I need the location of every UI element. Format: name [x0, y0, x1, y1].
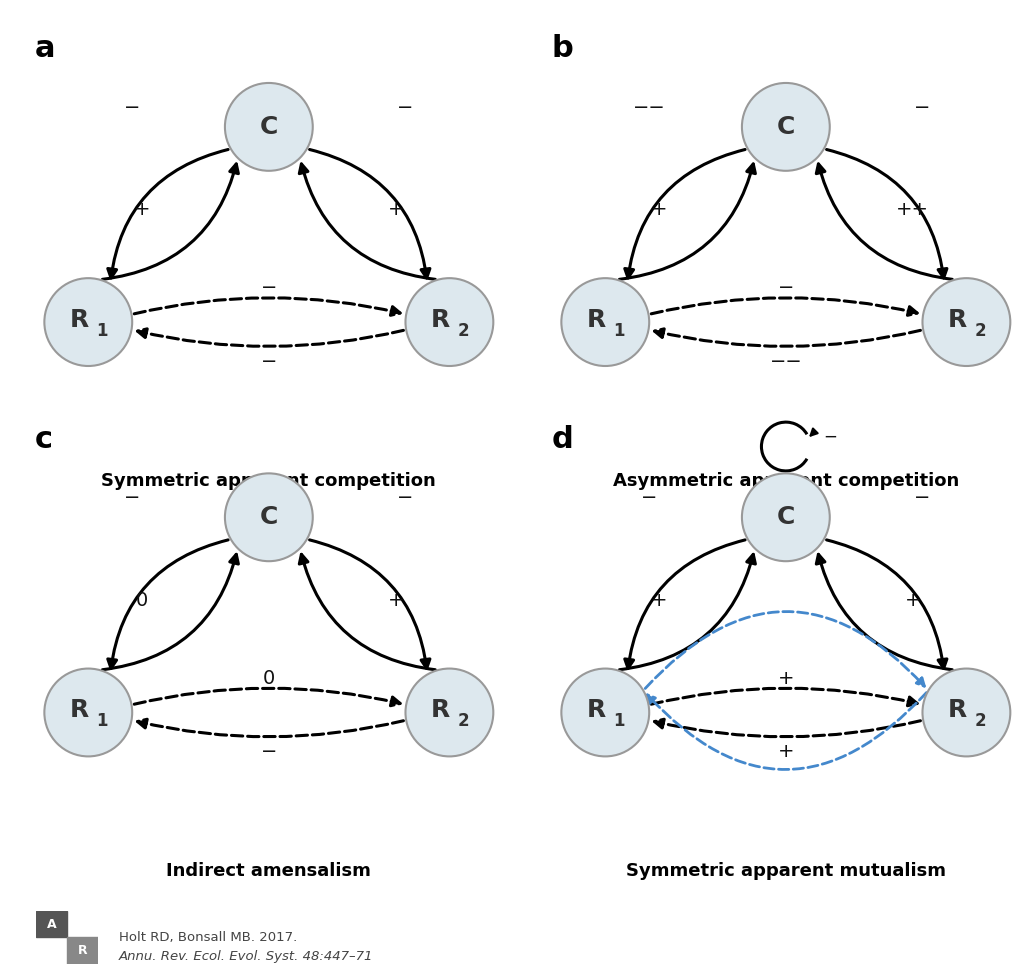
FancyArrowPatch shape [309, 149, 430, 278]
FancyArrowPatch shape [625, 149, 746, 278]
Circle shape [225, 473, 312, 561]
Circle shape [44, 669, 132, 756]
FancyArrowPatch shape [826, 540, 947, 669]
Text: R: R [587, 698, 606, 722]
Text: 2: 2 [457, 712, 468, 730]
Text: 2: 2 [457, 322, 468, 340]
FancyArrowPatch shape [826, 149, 947, 278]
Text: −−: −− [633, 98, 666, 117]
FancyArrowPatch shape [619, 554, 756, 670]
FancyArrowPatch shape [309, 540, 430, 669]
Text: R: R [431, 698, 450, 722]
Text: R: R [587, 307, 606, 332]
Text: −: − [778, 278, 794, 298]
Text: R: R [70, 307, 89, 332]
Text: −: − [124, 488, 141, 508]
FancyArrowPatch shape [651, 688, 917, 706]
Text: +: + [650, 200, 667, 220]
Text: 1: 1 [613, 322, 625, 340]
Text: −: − [397, 98, 414, 117]
Text: c: c [34, 425, 53, 454]
Text: C: C [777, 115, 795, 139]
Text: R: R [948, 307, 967, 332]
Text: 2: 2 [974, 322, 985, 340]
Bar [36, 911, 67, 937]
FancyArrowPatch shape [645, 612, 924, 688]
Text: −: − [261, 351, 277, 371]
Circle shape [561, 669, 649, 756]
Text: a: a [34, 34, 55, 63]
FancyArrowPatch shape [134, 688, 400, 706]
Circle shape [44, 278, 132, 366]
FancyArrowPatch shape [138, 719, 403, 737]
FancyArrowPatch shape [647, 693, 926, 769]
Text: Annu. Rev. Ecol. Evol. Syst. 48:447–71: Annu. Rev. Ecol. Evol. Syst. 48:447–71 [119, 951, 373, 963]
Text: 0: 0 [135, 590, 148, 610]
FancyArrowPatch shape [655, 719, 920, 737]
Text: −: − [823, 427, 837, 446]
FancyArrowPatch shape [108, 540, 229, 669]
Circle shape [405, 278, 493, 366]
Text: R: R [948, 698, 967, 722]
FancyArrowPatch shape [816, 554, 952, 670]
Text: Asymmetric apparent competition: Asymmetric apparent competition [613, 471, 959, 490]
FancyArrowPatch shape [651, 298, 917, 315]
Text: −: − [914, 98, 931, 117]
Text: +: + [778, 742, 794, 761]
FancyArrowPatch shape [625, 540, 746, 669]
FancyArrowPatch shape [619, 164, 756, 279]
Text: d: d [551, 425, 573, 454]
Text: +: + [778, 669, 794, 688]
Text: −: − [124, 98, 141, 117]
FancyArrowPatch shape [102, 554, 239, 670]
Text: −: − [641, 488, 658, 508]
Text: R: R [431, 307, 450, 332]
Circle shape [922, 278, 1010, 366]
FancyArrowPatch shape [299, 554, 435, 670]
Text: 0: 0 [263, 669, 275, 688]
Text: 1: 1 [613, 712, 625, 730]
Text: R: R [70, 698, 89, 722]
Text: C: C [260, 506, 278, 529]
Circle shape [225, 83, 312, 171]
FancyArrowPatch shape [816, 164, 952, 279]
Text: 1: 1 [96, 712, 108, 730]
Text: ++: ++ [896, 200, 930, 220]
FancyArrowPatch shape [138, 329, 403, 346]
Text: +: + [388, 200, 404, 220]
Text: 2: 2 [974, 712, 985, 730]
Circle shape [561, 278, 649, 366]
Text: −: − [914, 488, 931, 508]
Text: C: C [260, 115, 278, 139]
Bar [67, 937, 98, 964]
Text: Holt RD, Bonsall MB. 2017.: Holt RD, Bonsall MB. 2017. [119, 931, 297, 944]
Circle shape [405, 669, 493, 756]
Text: A: A [47, 917, 57, 930]
Text: +: + [388, 590, 404, 610]
FancyArrowPatch shape [655, 329, 920, 346]
Text: +: + [905, 590, 921, 610]
FancyArrowPatch shape [299, 164, 435, 279]
Text: −−: −− [769, 351, 802, 371]
FancyArrowPatch shape [102, 164, 239, 279]
FancyArrowPatch shape [134, 298, 400, 315]
Text: C: C [777, 506, 795, 529]
Circle shape [922, 669, 1010, 756]
Text: b: b [551, 34, 573, 63]
FancyArrowPatch shape [108, 149, 229, 278]
Text: Indirect amensalism: Indirect amensalism [166, 862, 371, 880]
Text: 1: 1 [96, 322, 108, 340]
Circle shape [742, 83, 829, 171]
Circle shape [742, 473, 829, 561]
Text: +: + [133, 200, 150, 220]
Text: −: − [261, 278, 277, 298]
Text: −: − [261, 742, 277, 761]
Text: Symmetric apparent competition: Symmetric apparent competition [101, 471, 436, 490]
Text: Symmetric apparent mutualism: Symmetric apparent mutualism [626, 862, 946, 880]
Text: −: − [397, 488, 414, 508]
Text: +: + [650, 590, 667, 610]
Text: R: R [78, 945, 88, 957]
